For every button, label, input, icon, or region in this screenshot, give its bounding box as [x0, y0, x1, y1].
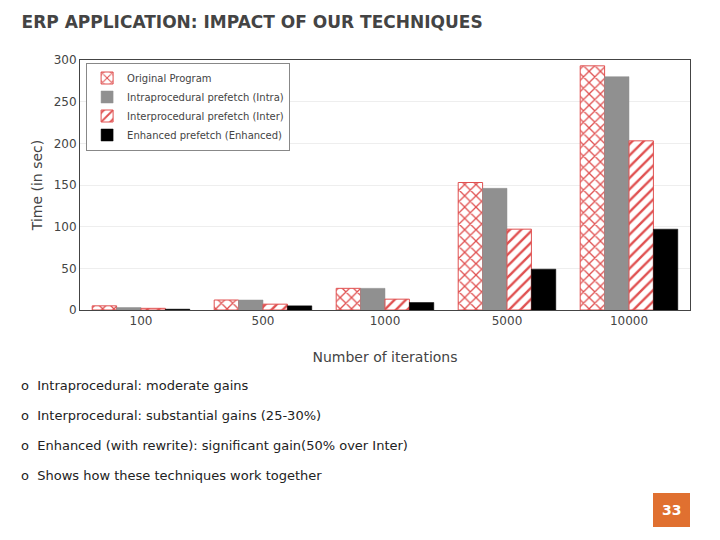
svg-text:ERP APPLICATION: IMPACT OF OUR: ERP APPLICATION: IMPACT OF OUR TECHNIQUE… — [22, 12, 483, 32]
svg-text:1000: 1000 — [370, 314, 401, 328]
svg-text:5000: 5000 — [492, 314, 523, 328]
svg-text:o Enhanced (with rewrite): si: o Enhanced (with rewrite): significant g… — [21, 438, 408, 453]
svg-text:10000: 10000 — [610, 314, 648, 328]
svg-text:Enhanced prefetch (Enhanced): Enhanced prefetch (Enhanced) — [127, 130, 282, 141]
svg-text:Intraprocedural prefetch (Intr: Intraprocedural prefetch (Intra) — [127, 92, 284, 103]
svg-text:50: 50 — [61, 262, 76, 276]
svg-text:Interprocedural prefetch (Inte: Interprocedural prefetch (Inter) — [127, 111, 284, 122]
svg-text:Number of iterations: Number of iterations — [312, 349, 457, 365]
svg-text:250: 250 — [54, 95, 77, 109]
svg-text:Time (in sec): Time (in sec) — [29, 140, 45, 231]
svg-text:100: 100 — [54, 220, 77, 234]
svg-text:150: 150 — [54, 178, 77, 192]
svg-text:0: 0 — [69, 303, 77, 317]
svg-text:200: 200 — [54, 137, 77, 151]
svg-text:500: 500 — [252, 314, 275, 328]
svg-text:Original Program: Original Program — [127, 73, 212, 84]
svg-text:o Intraprocedural: moderate g: o Intraprocedural: moderate gains — [21, 378, 249, 393]
svg-text:300: 300 — [54, 53, 77, 67]
svg-text:33: 33 — [662, 502, 681, 518]
svg-text:o Shows how these techniques: o Shows how these techniques work togeth… — [21, 468, 322, 483]
svg-text:o Interprocedural: substantia: o Interprocedural: substantial gains (25… — [21, 408, 321, 423]
svg-text:100: 100 — [130, 314, 153, 328]
